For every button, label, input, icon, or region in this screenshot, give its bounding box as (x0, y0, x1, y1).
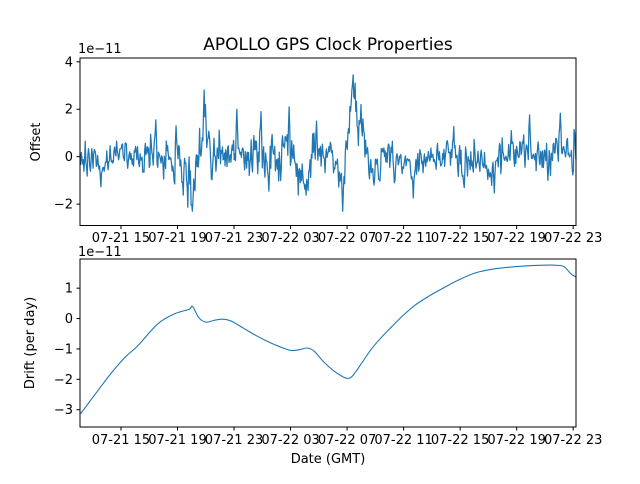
drift-axes-frame (79, 258, 577, 428)
x-tick-label: 07-21 15 (92, 231, 150, 246)
y-tick-label: −2 (54, 198, 73, 213)
drift-series-line (80, 264, 577, 414)
plot-title: APOLLO GPS Clock Properties (203, 35, 453, 55)
offset-y-axis-label: Offset (29, 122, 44, 161)
x-tick-label: 07-22 11 (374, 433, 432, 448)
offset-scale-exponent: 1e−11 (78, 42, 122, 57)
offset-series-line (79, 74, 577, 212)
x-tick-label: 07-22 03 (261, 433, 319, 448)
x-tick-label: 07-22 23 (544, 433, 602, 448)
y-tick-label: 1 (65, 282, 73, 297)
y-tick-label: 4 (65, 55, 73, 70)
x-tick-label: 07-22 15 (431, 433, 489, 448)
drift-y-ticks: 1 0 −1 −2 −3 (54, 282, 80, 418)
x-tick-label: 07-22 11 (374, 231, 432, 246)
x-tick-label: 07-22 19 (487, 231, 545, 246)
x-tick-label: 07-21 23 (205, 433, 263, 448)
drift-y-axis-label: Drift (per day) (23, 297, 38, 389)
y-tick-label: 0 (65, 312, 73, 327)
x-tick-label: 07-22 03 (261, 231, 319, 246)
x-tick-label: 07-22 19 (487, 433, 545, 448)
x-tick-label: 07-21 15 (92, 433, 150, 448)
x-axis-label: Date (GMT) (291, 452, 366, 467)
x-tick-label: 07-21 19 (148, 231, 206, 246)
y-tick-label: 2 (65, 103, 73, 118)
y-tick-label: 0 (65, 150, 73, 165)
offset-y-ticks: 4 2 0 −2 (54, 55, 80, 213)
x-tick-label: 07-21 19 (148, 433, 206, 448)
y-tick-label: −3 (54, 403, 73, 418)
x-tick-label: 07-22 07 (318, 231, 376, 246)
x-tick-label: 07-22 15 (431, 231, 489, 246)
x-tick-label: 07-22 07 (318, 433, 376, 448)
x-tick-label: 07-21 23 (205, 231, 263, 246)
offset-axes-frame (79, 57, 577, 226)
drift-scale-exponent: 1e−11 (78, 245, 122, 260)
y-tick-label: −2 (54, 373, 73, 388)
y-tick-label: −1 (54, 342, 73, 357)
x-tick-label: 07-22 23 (544, 231, 602, 246)
